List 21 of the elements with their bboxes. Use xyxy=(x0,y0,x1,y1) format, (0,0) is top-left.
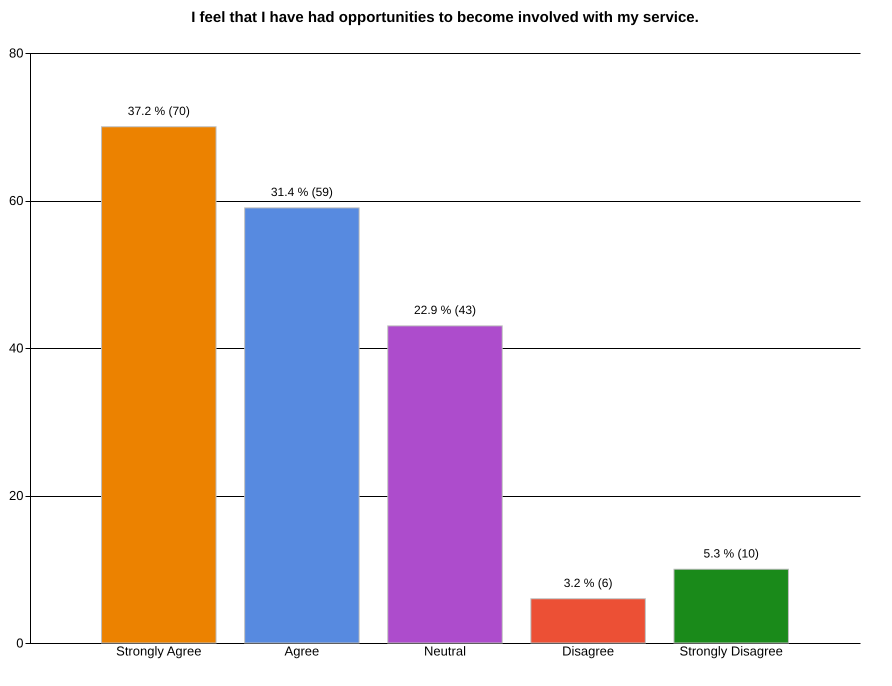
data-label: 3.2 % (6) xyxy=(564,576,612,590)
data-label: 5.3 % (10) xyxy=(704,546,759,560)
bar xyxy=(530,598,646,644)
chart-title: I feel that I have had opportunities to become involved with my service. xyxy=(191,9,699,26)
bar xyxy=(387,325,503,644)
data-label: 22.9 % (43) xyxy=(414,302,476,317)
data-label: 31.4 % (59) xyxy=(270,184,333,199)
x-tick-label: Neutral xyxy=(424,644,466,658)
x-tick-label: Agree xyxy=(284,644,320,658)
x-tick-label: Disagree xyxy=(562,644,614,658)
bar xyxy=(101,126,217,644)
bar xyxy=(673,568,789,644)
y-tick-label: 80 xyxy=(9,46,24,60)
bar xyxy=(244,207,360,644)
x-tick-label: Strongly Disagree xyxy=(680,644,783,658)
data-label: 37.2 % (70) xyxy=(128,104,190,118)
y-tick-label: 20 xyxy=(9,488,24,503)
y-tick-label: 60 xyxy=(9,193,24,208)
y-tick-label: 0 xyxy=(16,636,24,650)
y-tick-label: 40 xyxy=(9,340,24,356)
x-tick-label: Strongly Agree xyxy=(116,644,202,658)
